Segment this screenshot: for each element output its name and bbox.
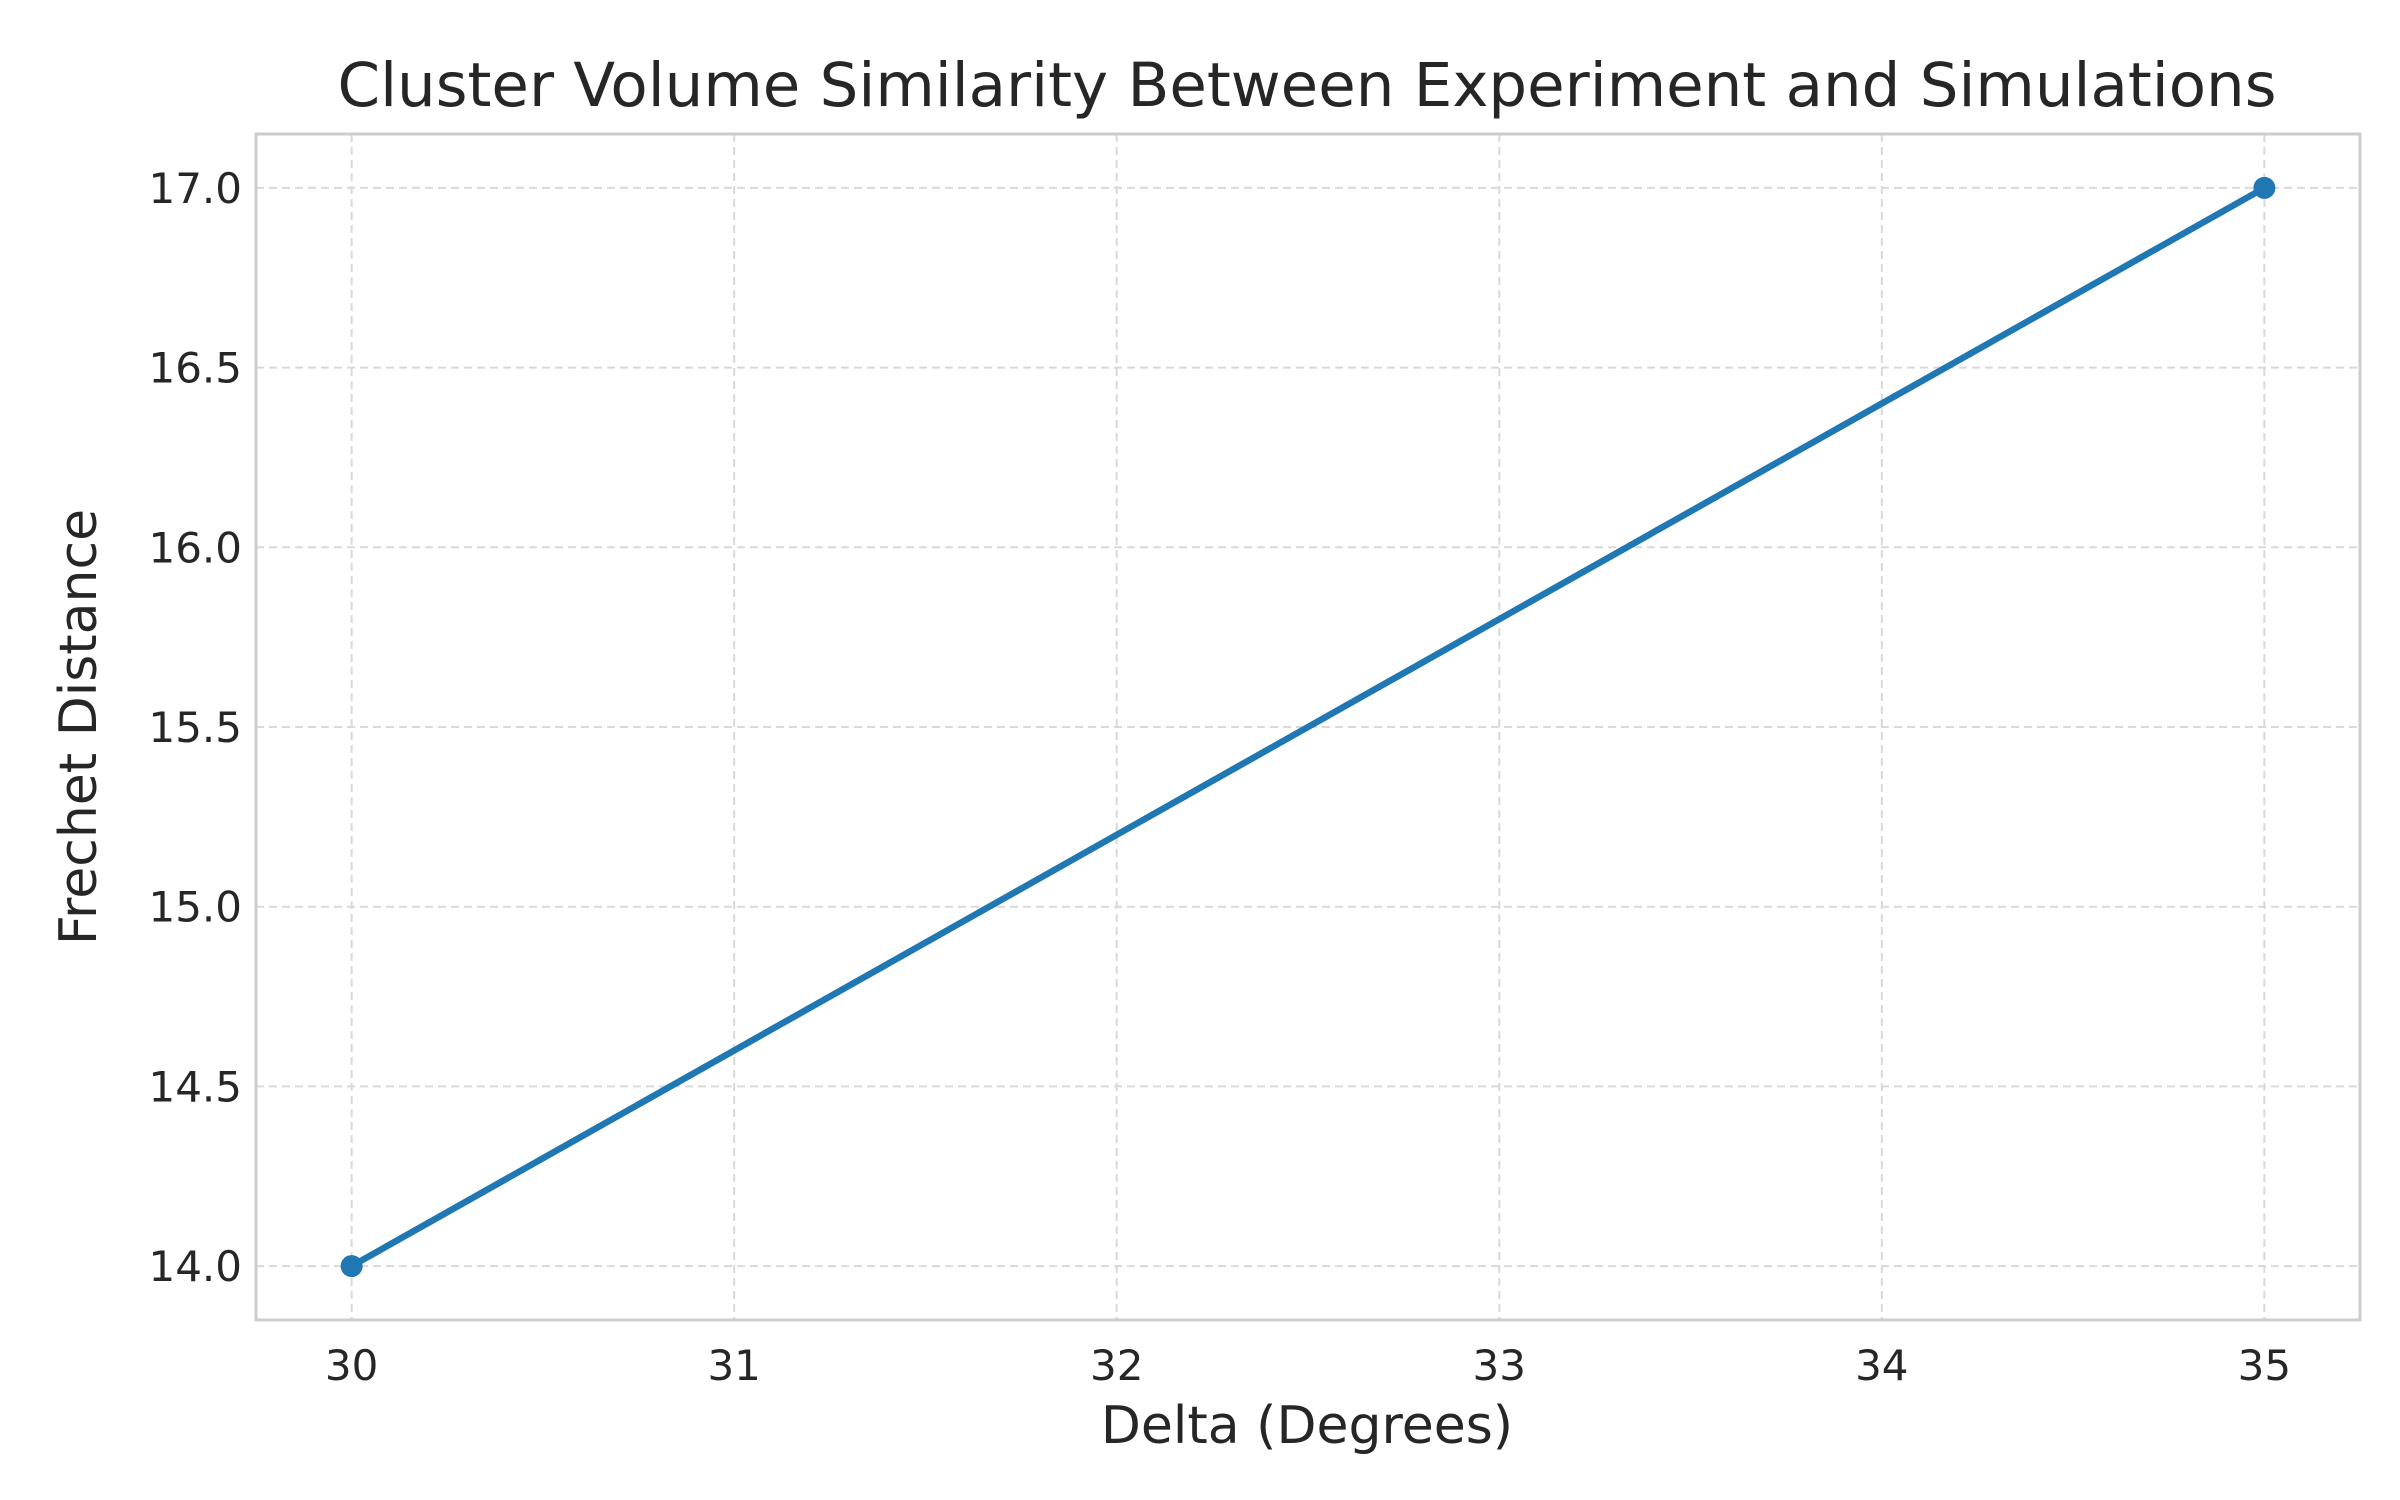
- y-axis-ticks: 14.0 14.5 15.0 15.5 16.0 16.5 17.0: [148, 164, 242, 1291]
- x-tick-label: 31: [707, 1341, 760, 1390]
- y-axis-label: Frechet Distance: [49, 509, 109, 945]
- data-point: [340, 1255, 363, 1278]
- x-axis-label: Delta (Degrees): [1101, 1396, 1513, 1456]
- y-tick-label: 16.0: [148, 523, 242, 572]
- y-tick-label: 14.0: [148, 1242, 242, 1291]
- series-layer: [340, 176, 2276, 1278]
- y-tick-label: 14.5: [148, 1062, 242, 1111]
- x-tick-label: 30: [325, 1341, 378, 1390]
- y-tick-label: 15.5: [148, 703, 242, 752]
- plot-frame: [254, 132, 2362, 1322]
- x-tick-label: 32: [1090, 1341, 1143, 1390]
- x-tick-label: 34: [1855, 1341, 1908, 1390]
- series-line: [348, 184, 2268, 1270]
- x-tick-label: 35: [2238, 1341, 2291, 1390]
- grid: [256, 134, 2360, 1320]
- data-point: [2253, 176, 2276, 199]
- x-axis-ticks: 30 31 32 33 34 35: [325, 1341, 2291, 1390]
- chart-title: Cluster Volume Similarity Between Experi…: [338, 50, 2277, 121]
- x-tick-label: 33: [1473, 1341, 1526, 1390]
- y-tick-label: 15.0: [148, 883, 242, 932]
- series-0: [340, 176, 2276, 1278]
- y-tick-label: 17.0: [148, 164, 242, 213]
- y-tick-label: 16.5: [148, 344, 242, 393]
